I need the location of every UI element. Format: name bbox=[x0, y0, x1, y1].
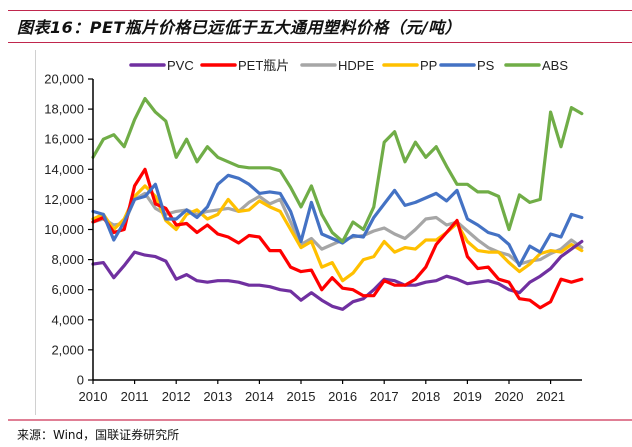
x-tick-label: 2010 bbox=[79, 389, 108, 404]
x-tick-label: 2016 bbox=[328, 389, 357, 404]
y-tick-label: 10,000 bbox=[44, 222, 84, 237]
y-tick-label: 20,000 bbox=[44, 72, 84, 87]
figure-title: 图表16：PET瓶片价格已远低于五大通用塑料价格（元/吨） bbox=[17, 18, 462, 37]
x-tick-label: 2011 bbox=[121, 389, 149, 404]
source-top-rule bbox=[8, 419, 632, 421]
axes: 0 2,000 4,000 6,000 8,000 10,000 12,000 14,000 1… bbox=[44, 72, 582, 404]
x-tick-label: 2020 bbox=[495, 389, 524, 404]
title-top-rule bbox=[8, 10, 632, 11]
x-tick-label: 2019 bbox=[453, 389, 482, 404]
source-note: 来源：Wind，国联证券研究所 bbox=[17, 428, 180, 442]
series-line-abs bbox=[91, 96, 584, 244]
series-line-pet bbox=[91, 167, 584, 310]
y-tick-label: 4,000 bbox=[51, 312, 84, 327]
series-line-ps bbox=[91, 173, 584, 268]
legend-label: ABS bbox=[542, 58, 568, 73]
legend-label: HDPE bbox=[338, 58, 374, 73]
legend-label: PET瓶片 bbox=[238, 58, 289, 73]
y-tick-label: 2,000 bbox=[51, 342, 84, 357]
y-tick-label: 16,000 bbox=[44, 132, 84, 147]
y-tick-label: 8,000 bbox=[51, 252, 84, 267]
left-margin-line bbox=[35, 50, 36, 415]
title-bottom-rule bbox=[8, 42, 632, 43]
x-tick-label: 2015 bbox=[287, 389, 316, 404]
y-tick-label: 18,000 bbox=[44, 102, 84, 117]
y-tick-label: 14,000 bbox=[44, 162, 84, 177]
x-tick-label: 2014 bbox=[245, 389, 274, 404]
x-tick-label: 2018 bbox=[411, 389, 440, 404]
x-tick-label: 2012 bbox=[162, 389, 191, 404]
x-tick-label: 2021 bbox=[536, 389, 565, 404]
series-line-pvc bbox=[91, 239, 584, 311]
series-line-pp bbox=[91, 184, 584, 283]
y-tick-label: 6,000 bbox=[51, 282, 84, 297]
legend-label: PS bbox=[477, 58, 495, 73]
legend-label: PVC bbox=[167, 58, 194, 73]
x-tick-label: 2017 bbox=[370, 389, 399, 404]
series-layer bbox=[91, 96, 584, 311]
y-tick-label: 12,000 bbox=[44, 192, 84, 207]
legend-label: PP bbox=[420, 58, 437, 73]
legend: PVC PET瓶片 HDPE PP PS ABS bbox=[129, 58, 568, 73]
y-tick-label: 0 bbox=[77, 373, 84, 388]
x-tick-label: 2013 bbox=[203, 389, 232, 404]
